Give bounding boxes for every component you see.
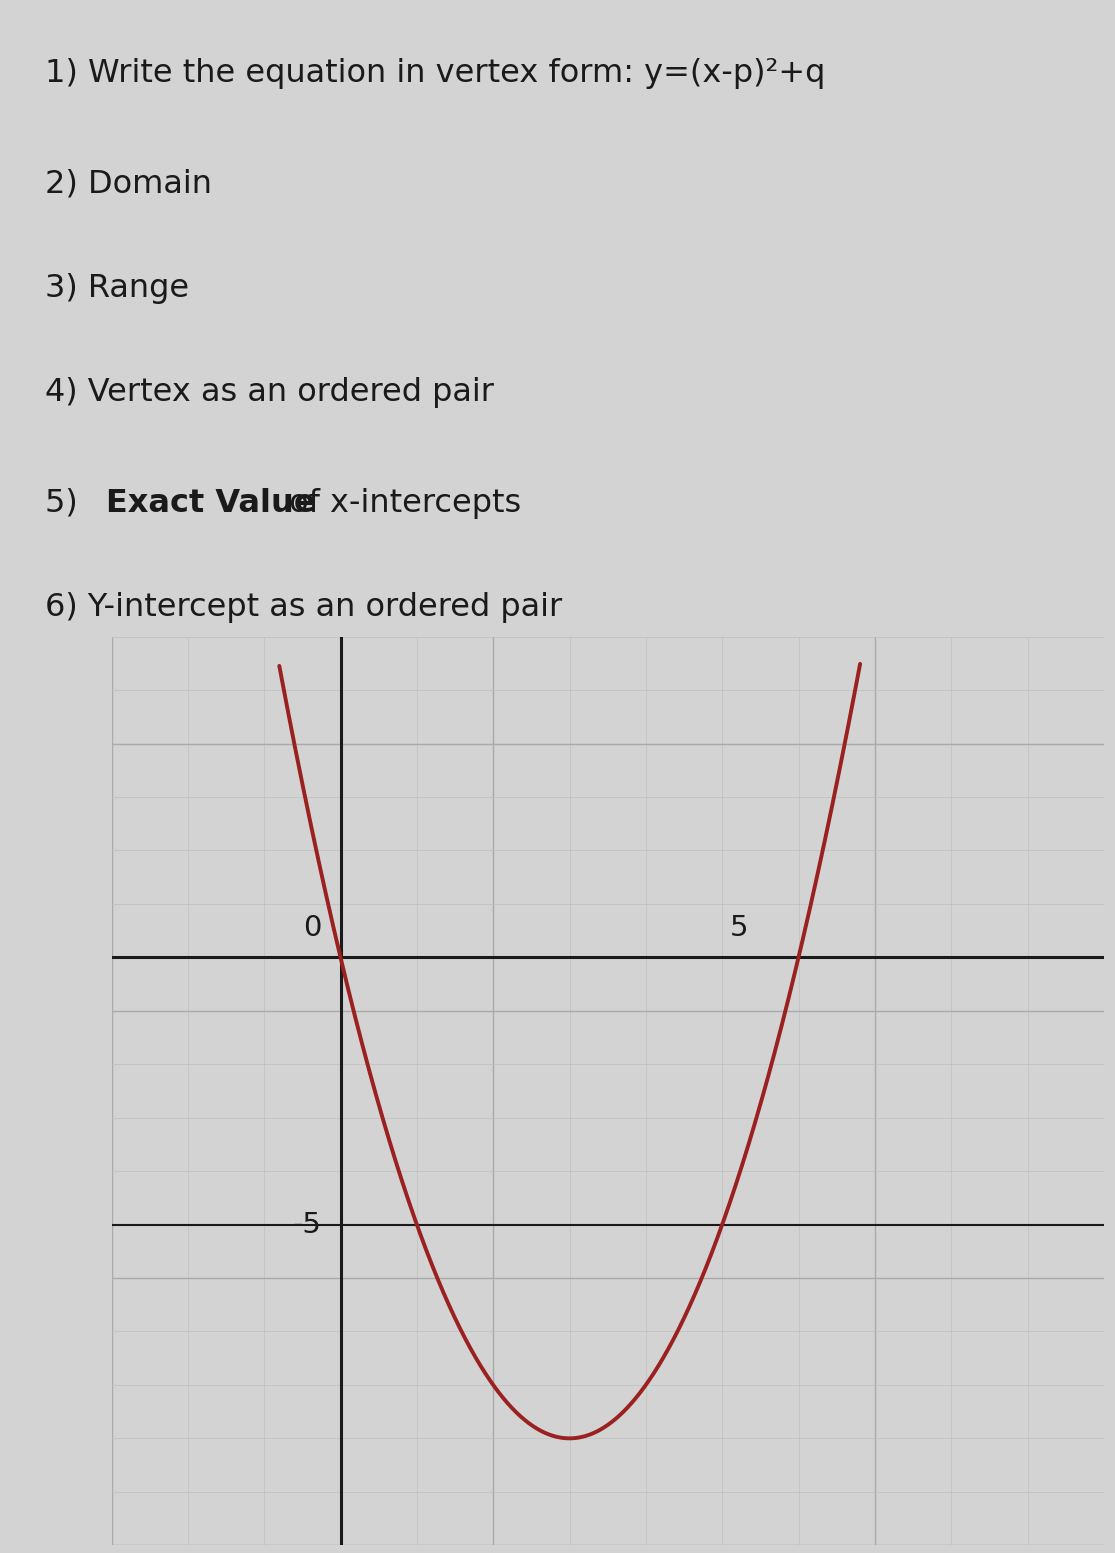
Text: 0: 0 [303,915,321,943]
Text: 4) Vertex as an ordered pair: 4) Vertex as an ordered pair [45,377,494,408]
Text: -5: -5 [292,1211,321,1239]
Text: 5: 5 [730,915,748,943]
Text: 6) Y-intercept as an ordered pair: 6) Y-intercept as an ordered pair [45,592,562,623]
Text: Exact Value: Exact Value [106,488,316,519]
Text: 1) Write the equation in vertex form: y=(x-p)²+q: 1) Write the equation in vertex form: y=… [45,59,825,90]
Text: 2) Domain: 2) Domain [45,169,212,200]
Text: 3) Range: 3) Range [45,273,188,304]
Text: 5): 5) [45,488,87,519]
Text: of x-intercepts: of x-intercepts [279,488,521,519]
